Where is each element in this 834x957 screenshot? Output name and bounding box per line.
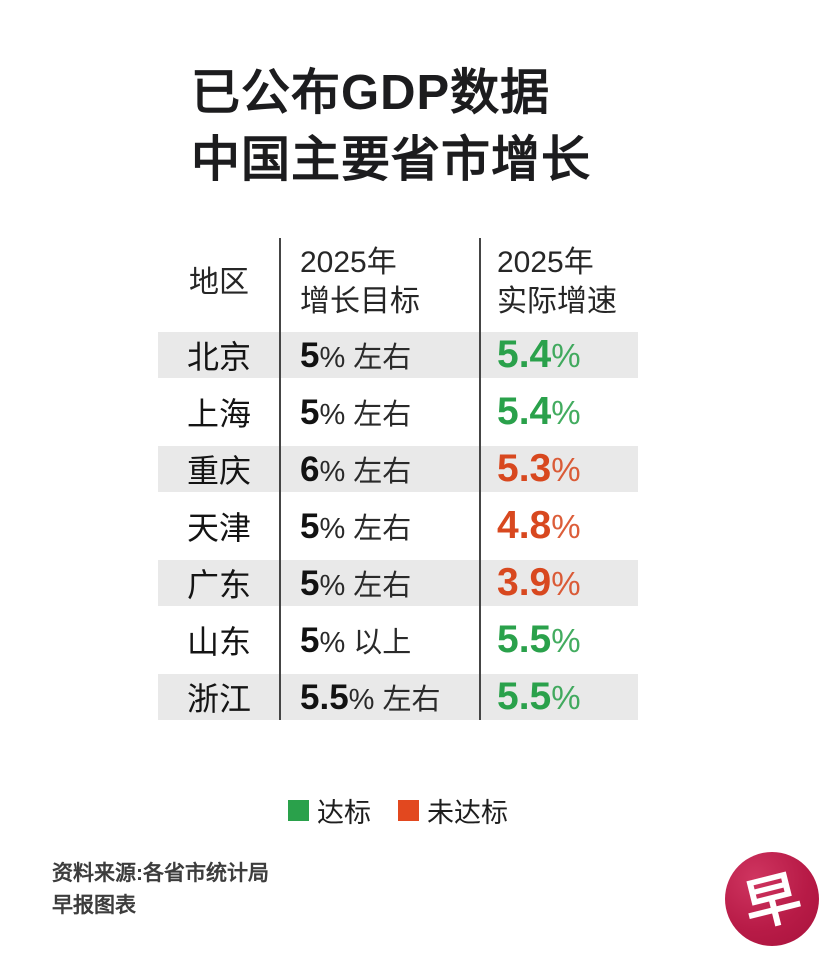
percent-sign: %	[551, 451, 581, 488]
region-cell: 广东	[186, 567, 251, 603]
target-value: 5	[300, 564, 320, 603]
target-qualifier: % 左右	[319, 456, 412, 488]
source-line-2: 早报图表	[52, 894, 136, 917]
actual-value: 5.5	[497, 618, 552, 661]
region-cell: 重庆	[186, 453, 251, 489]
region-cell: 北京	[186, 339, 251, 375]
actual-value: 5.5	[497, 675, 552, 718]
table-row-guangdong: 广东 5% 左右 3.9%	[158, 560, 638, 606]
table-body: 北京 5% 左右 5.4% 上海 5% 左右 5.4% 重庆 6% 左右 5.3…	[158, 332, 638, 720]
target-cell: 6% 左右	[280, 448, 480, 490]
target-cell: 5% 左右	[280, 391, 480, 433]
target-value: 5.5	[300, 678, 349, 717]
page-title: 已公布GDP数据 中国主要省市增长	[191, 60, 591, 194]
target-qualifier: % 左右	[319, 399, 412, 431]
target-value: 5	[300, 621, 320, 660]
percent-sign: %	[551, 337, 581, 374]
target-value: 6	[300, 450, 320, 489]
table-header-row: 地区 2025年 增长目标 2025年 实际增速	[158, 238, 638, 326]
missed-color-swatch	[398, 800, 419, 821]
header-actual-line2: 实际增速	[497, 285, 617, 318]
legend-item-missed: 未达标	[398, 791, 508, 830]
target-cell: 5% 左右	[280, 505, 480, 547]
header-target: 2025年 增长目标	[280, 243, 480, 321]
actual-cell: 4.8%	[480, 504, 638, 548]
target-qualifier: % 左右	[348, 684, 441, 716]
target-qualifier: % 左右	[319, 342, 412, 374]
target-qualifier: % 左右	[319, 570, 412, 602]
actual-cell: 3.9%	[480, 561, 638, 605]
region-cell: 浙江	[186, 681, 251, 717]
table-row-shanghai: 上海 5% 左右 5.4%	[158, 389, 638, 435]
actual-cell: 5.5%	[480, 675, 638, 719]
actual-cell: 5.4%	[480, 390, 638, 434]
actual-value: 5.4	[497, 390, 552, 433]
header-actual-line1: 2025年	[497, 246, 594, 279]
header-actual: 2025年 实际增速	[480, 243, 638, 321]
target-cell: 5% 以上	[280, 619, 480, 661]
region-cell: 山东	[186, 624, 251, 660]
title-line-1: 已公布GDP数据	[191, 66, 551, 120]
zaobao-logo: 早	[725, 852, 819, 946]
target-cell: 5% 左右	[280, 334, 480, 376]
actual-cell: 5.3%	[480, 447, 638, 491]
source-note: 资料来源:各省市统计局 早报图表	[52, 858, 269, 922]
target-value: 5	[300, 393, 320, 432]
percent-sign: %	[551, 622, 581, 659]
gdp-table: 地区 2025年 增长目标 2025年 实际增速 北京 5% 左右 5.4% 上…	[158, 238, 638, 720]
region-cell: 天津	[186, 510, 251, 546]
percent-sign: %	[551, 508, 581, 545]
legend: 达标 未达标	[158, 791, 638, 830]
percent-sign: %	[551, 565, 581, 602]
actual-value: 5.3	[497, 447, 552, 490]
table-row-tianjin: 天津 5% 左右 4.8%	[158, 503, 638, 549]
header-target-line2: 增长目标	[300, 285, 420, 318]
table-row-beijing: 北京 5% 左右 5.4%	[158, 332, 638, 378]
table-row-zhejiang: 浙江 5.5% 左右 5.5%	[158, 674, 638, 720]
target-value: 5	[300, 507, 320, 546]
percent-sign: %	[551, 679, 581, 716]
actual-cell: 5.5%	[480, 618, 638, 662]
actual-value: 5.4	[497, 333, 552, 376]
percent-sign: %	[551, 394, 581, 431]
region-cell: 上海	[186, 396, 251, 432]
met-color-swatch	[288, 800, 309, 821]
source-line-1: 资料来源:各省市统计局	[52, 862, 269, 885]
table-row-shandong: 山东 5% 以上 5.5%	[158, 617, 638, 663]
header-region: 地区	[189, 265, 249, 299]
legend-label-missed: 未达标	[427, 798, 508, 828]
title-line-2: 中国主要省市增长	[191, 133, 592, 187]
target-cell: 5% 左右	[280, 562, 480, 604]
target-cell: 5.5% 左右	[280, 676, 480, 718]
column-divider-1	[279, 238, 281, 720]
table-row-chongqing: 重庆 6% 左右 5.3%	[158, 446, 638, 492]
actual-cell: 5.4%	[480, 333, 638, 377]
zaobao-logo-glyph: 早	[738, 865, 808, 940]
actual-value: 4.8	[497, 504, 552, 547]
target-qualifier: % 左右	[319, 513, 412, 545]
legend-item-met: 达标	[288, 791, 371, 830]
actual-value: 3.9	[497, 561, 552, 604]
column-divider-2	[479, 238, 481, 720]
target-value: 5	[300, 336, 320, 375]
header-target-line1: 2025年	[300, 246, 397, 279]
target-qualifier: % 以上	[319, 627, 412, 659]
legend-label-met: 达标	[317, 798, 371, 828]
